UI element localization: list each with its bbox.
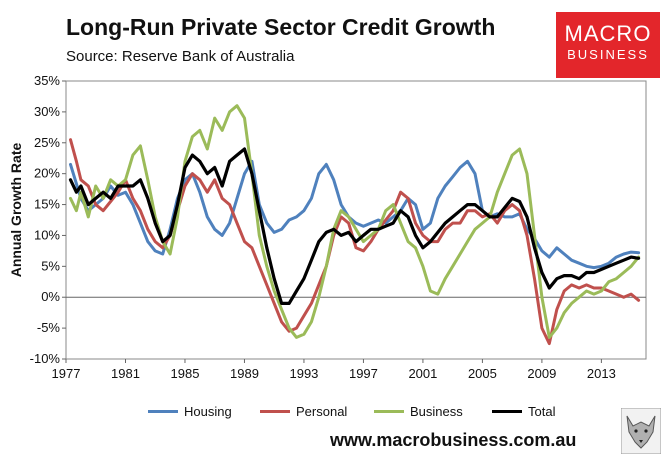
x-tick-label: 1977 xyxy=(52,366,81,381)
y-tick-label: 5% xyxy=(41,258,60,273)
legend-item-personal: Personal xyxy=(260,404,347,419)
legend-item-total: Total xyxy=(492,404,555,419)
legend-swatch-housing xyxy=(148,410,178,413)
x-tick-label: 2005 xyxy=(468,366,497,381)
y-tick-label: 0% xyxy=(41,289,60,304)
legend-swatch-personal xyxy=(260,410,290,413)
legend-label-personal: Personal xyxy=(296,404,348,419)
wolf-icon xyxy=(621,408,661,454)
y-axis-label: Annual Growth Rate xyxy=(8,142,24,278)
y-tick-label: 30% xyxy=(34,104,60,119)
legend-swatch-business xyxy=(374,410,404,413)
logo-line-1: MACRO xyxy=(564,21,652,46)
legend-item-business: Business xyxy=(374,404,463,419)
x-tick-label: 2009 xyxy=(527,366,556,381)
y-tick-label: 20% xyxy=(34,166,60,181)
x-tick-label: 1989 xyxy=(230,366,259,381)
logo-line-2: BUSINESS xyxy=(567,47,649,62)
legend-item-housing: Housing xyxy=(148,404,232,419)
plot-frame xyxy=(65,80,647,360)
y-tick-label: 10% xyxy=(34,227,60,242)
x-tick-label: 2001 xyxy=(408,366,437,381)
plot-area: -10% -5% 0% 5% 10% 15% 20% 25% 30% 35% 1977 1981 198… xyxy=(30,73,647,381)
x-tick-label: 1997 xyxy=(349,366,378,381)
y-axis-label-container: Annual Growth Rate xyxy=(4,120,28,300)
x-tick-label: 1981 xyxy=(111,366,140,381)
x-tick-label: 1993 xyxy=(289,366,318,381)
y-tick-label: 15% xyxy=(34,197,60,212)
y-tick-label: -10% xyxy=(30,351,61,366)
y-tick-label: 25% xyxy=(34,135,60,150)
legend-label-housing: Housing xyxy=(184,404,232,419)
macro-business-logo: MACRO BUSINESS xyxy=(556,12,660,78)
legend-swatch-total xyxy=(492,410,522,413)
chart-title: Long-Run Private Sector Credit Growth xyxy=(66,14,496,40)
legend-label-business: Business xyxy=(410,404,463,419)
y-tick-label: 35% xyxy=(34,73,60,88)
chart-subtitle: Source: Reserve Bank of Australia xyxy=(66,48,295,65)
legend-label-total: Total xyxy=(528,404,556,419)
legend: Housing Personal Business Total xyxy=(148,404,568,422)
x-tick-label: 1985 xyxy=(171,366,200,381)
footer-url: www.macrobusiness.com.au xyxy=(330,430,577,450)
line-chart: -10% -5% 0% 5% 10% 15% 20% 25% 30% 35% 1977 1981 198… xyxy=(30,73,647,381)
y-tick-label: -5% xyxy=(37,320,61,335)
x-tick-label: 2013 xyxy=(587,366,616,381)
series-line-total xyxy=(68,147,641,305)
